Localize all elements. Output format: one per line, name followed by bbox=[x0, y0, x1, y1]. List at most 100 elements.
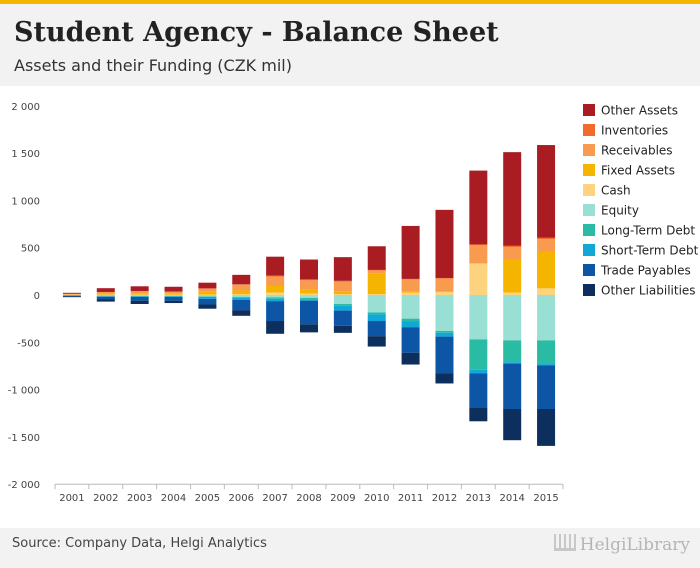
bar-segment-short-term-debt bbox=[266, 298, 285, 302]
bar-segment-equity bbox=[164, 295, 183, 296]
bar-segment-equity bbox=[130, 295, 149, 296]
bar-segment-fixed-assets bbox=[367, 273, 386, 295]
bar-segment-other-liabilities bbox=[130, 300, 149, 304]
bar-segment-receivables bbox=[469, 245, 488, 264]
bar-segment-inventories bbox=[537, 237, 556, 240]
bar-segment-trade-payables bbox=[96, 296, 115, 300]
bar-segment-trade-payables bbox=[266, 301, 285, 322]
chart-subtitle: Assets and their Funding (CZK mil) bbox=[14, 56, 292, 75]
bar-segment-receivables bbox=[300, 280, 318, 290]
bar-segment-long-term-debt bbox=[333, 303, 352, 306]
bar-segment-other-liabilities bbox=[503, 408, 522, 441]
bar-segment-trade-payables bbox=[130, 296, 149, 301]
bar-segment-long-term-debt bbox=[266, 297, 285, 299]
y-tick-label: 1 000 bbox=[11, 196, 40, 207]
bar-segment-cash bbox=[367, 294, 386, 295]
bar-segment-equity bbox=[333, 295, 352, 304]
bar-segment-short-term-debt bbox=[232, 297, 251, 300]
bar-segment-trade-payables bbox=[198, 298, 217, 305]
legend-swatch bbox=[583, 164, 595, 176]
bar-segment-short-term-debt bbox=[198, 296, 217, 299]
chart-header: Student Agency - Balance Sheet Assets an… bbox=[0, 4, 700, 86]
bar-segment-short-term-debt bbox=[537, 364, 556, 366]
bar-segment-short-term-debt bbox=[367, 314, 386, 322]
legend-label: Long-Term Debt bbox=[601, 224, 695, 238]
bar-segment-other-assets bbox=[130, 286, 149, 292]
y-tick-label: -500 bbox=[17, 338, 40, 349]
legend-swatch bbox=[583, 124, 595, 136]
bar-segment-trade-payables bbox=[164, 296, 183, 301]
bar-segment-other-assets bbox=[333, 257, 352, 281]
bar-segment-other-liabilities bbox=[62, 296, 81, 298]
bar-segment-long-term-debt bbox=[401, 318, 420, 322]
bar-segment-cash bbox=[469, 263, 488, 295]
bar-segment-other-liabilities bbox=[300, 324, 318, 333]
x-tick-label: 2004 bbox=[161, 493, 186, 504]
bar-segment-equity bbox=[435, 295, 454, 331]
x-tick-label: 2015 bbox=[533, 493, 558, 504]
bar-segment-other-assets bbox=[96, 288, 115, 292]
legend-swatch bbox=[583, 284, 595, 296]
bar-segment-inventories bbox=[266, 275, 285, 277]
bar-segment-other-liabilities bbox=[96, 299, 115, 302]
bar-segment-short-term-debt bbox=[333, 305, 352, 311]
bar-segment-short-term-debt bbox=[300, 299, 318, 301]
bar-segment-trade-payables bbox=[537, 365, 556, 409]
bar-segment-inventories bbox=[300, 279, 318, 281]
y-tick-label: 1 500 bbox=[11, 149, 40, 160]
bar-segment-trade-payables bbox=[435, 336, 454, 374]
bar-segment-other-assets bbox=[367, 246, 386, 270]
bar-segment-fixed-assets bbox=[333, 291, 352, 295]
x-tick-label: 2014 bbox=[499, 493, 524, 504]
bar-segment-other-liabilities bbox=[537, 408, 556, 446]
x-tick-label: 2007 bbox=[262, 493, 287, 504]
bar-segment-cash bbox=[503, 292, 522, 295]
legend-swatch bbox=[583, 264, 595, 276]
x-tick-label: 2001 bbox=[59, 493, 84, 504]
bar-segment-receivables bbox=[232, 284, 251, 291]
y-tick-label: 500 bbox=[21, 244, 40, 255]
x-tick-label: 2011 bbox=[398, 493, 423, 504]
legend-label: Fixed Assets bbox=[601, 164, 675, 178]
chart-legend: Other Assets Inventories Receivables Fixed … bbox=[583, 104, 699, 298]
bar-segment-trade-payables bbox=[401, 327, 420, 353]
bar-segment-other-liabilities bbox=[198, 304, 217, 309]
legend-label: Inventories bbox=[601, 124, 668, 138]
x-tick-label: 2009 bbox=[330, 493, 355, 504]
bar-segment-equity bbox=[266, 295, 285, 298]
legend-swatch bbox=[583, 104, 595, 116]
chart-title: Student Agency - Balance Sheet bbox=[14, 17, 499, 48]
y-tick-label: -2 000 bbox=[8, 480, 40, 491]
legend-swatch bbox=[583, 184, 595, 196]
bar-segment-other-assets bbox=[537, 145, 556, 238]
bar-segment-cash bbox=[435, 292, 454, 295]
plot-area: 2 000 1 500 1 000 500 0 -500 -1 000 -1 500 -2 00… bbox=[8, 102, 564, 504]
bar-segment-receivables bbox=[198, 288, 217, 292]
bar-segment-long-term-debt bbox=[503, 340, 522, 363]
bar-segment-inventories bbox=[469, 244, 488, 246]
bar-segment-short-term-debt bbox=[435, 332, 454, 337]
bar-segment-long-term-debt bbox=[300, 297, 318, 300]
bar-segment-short-term-debt bbox=[401, 321, 420, 328]
bar-segment-receivables bbox=[130, 291, 149, 294]
helgi-library-logo[interactable]: HelgiLibrary bbox=[553, 534, 690, 555]
bar-segment-other-liabilities bbox=[232, 310, 251, 316]
legend-label: Equity bbox=[601, 204, 639, 218]
bar-segment-cash bbox=[300, 293, 318, 295]
legend-label: Cash bbox=[601, 184, 631, 198]
legend-label: Receivables bbox=[601, 144, 673, 158]
legend-label: Other Assets bbox=[601, 104, 678, 118]
source-note: Source: Company Data, Helgi Analytics bbox=[12, 536, 267, 551]
bar-segment-other-assets bbox=[198, 282, 217, 289]
bar-segment-cash bbox=[266, 292, 285, 295]
bar-segment-short-term-debt bbox=[503, 362, 522, 364]
bar-segment-fixed-assets bbox=[503, 259, 522, 293]
bar-segment-long-term-debt bbox=[537, 340, 556, 365]
bar-segment-fixed-assets bbox=[401, 291, 420, 293]
bar-segment-trade-payables bbox=[232, 299, 251, 311]
bar-segment-inventories bbox=[333, 280, 352, 282]
bar-segment-trade-payables bbox=[469, 373, 488, 408]
x-tick-label: 2012 bbox=[432, 493, 457, 504]
bar-segment-other-liabilities bbox=[164, 300, 183, 304]
library-building-icon bbox=[553, 534, 576, 551]
